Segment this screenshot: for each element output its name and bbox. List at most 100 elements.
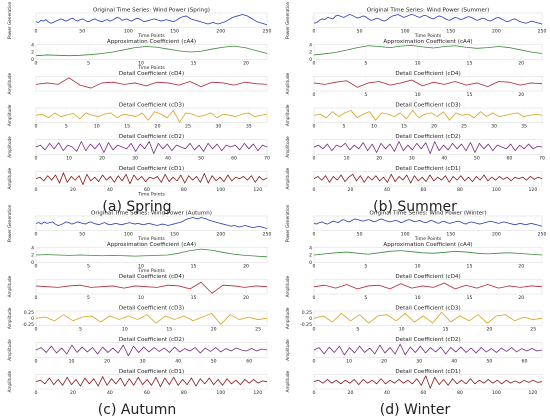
subplot-3-4: Detail Coefficient (cD2) 0 10 20 30 40 50 60 Amp… bbox=[285, 337, 543, 364]
x-tick-label: 20 bbox=[518, 92, 524, 98]
x-tick-label: 80 bbox=[181, 187, 187, 193]
subplot-1-3: Detail Coefficient (cD3) 0 5 10 15 20 25 30 35 Am… bbox=[285, 103, 543, 130]
x-tick-label: 150 bbox=[446, 29, 455, 35]
subplot-1-4: Detail Coefficient (cD2) 0 10 20 30 40 50 60 70 A… bbox=[285, 134, 545, 161]
x-tick-label: 0 bbox=[313, 295, 316, 301]
y-axis-label: Power Generation bbox=[7, 1, 12, 39]
x-tick-label: 30 bbox=[215, 124, 221, 130]
y-tick-label: 0 bbox=[309, 316, 312, 322]
subplot-title: Approximation Coefficient (cA4) bbox=[107, 39, 196, 45]
subplot-title: Detail Coefficient (cD3) bbox=[119, 306, 184, 312]
x-tick-label: 10 bbox=[122, 327, 128, 333]
x-tick-label: 150 bbox=[170, 232, 179, 238]
x-tick-label: 150 bbox=[170, 29, 179, 35]
y-tick-label: -0.25 bbox=[22, 322, 34, 328]
x-tick-label: 0 bbox=[35, 155, 38, 161]
x-tick-label: 5 bbox=[364, 60, 367, 66]
x-tick-label: 80 bbox=[457, 390, 463, 396]
x-tick-label: 200 bbox=[492, 29, 501, 35]
x-tick-label: 5 bbox=[87, 263, 90, 269]
x-tick-label: 15 bbox=[443, 327, 449, 333]
x-tick-label: 250 bbox=[538, 29, 547, 35]
caption-winter: (d) Winter bbox=[380, 402, 451, 418]
x-tick-label: 20 bbox=[70, 187, 76, 193]
plot-frame bbox=[313, 44, 543, 60]
subplot-title: Approximation Coefficient (cA4) bbox=[383, 39, 472, 45]
x-tick-label: 50 bbox=[474, 155, 480, 161]
subplot-1-0: Original Time Series: Wind Power (Summer… bbox=[285, 1, 546, 39]
x-tick-label: 40 bbox=[107, 390, 113, 396]
panel-0: Original Time Series: Wind Power (Spring… bbox=[7, 1, 271, 197]
plot-frame bbox=[35, 215, 268, 231]
y-tick-label: 2 bbox=[309, 50, 312, 56]
x-tick-label: 10 bbox=[138, 295, 144, 301]
x-tick-label: 0 bbox=[35, 29, 38, 35]
x-tick-label: 100 bbox=[216, 187, 225, 193]
x-tick-label: 60 bbox=[506, 155, 512, 161]
y-axis-label: Amplitude bbox=[7, 339, 12, 361]
plot-frame bbox=[313, 107, 543, 123]
x-tick-label: 60 bbox=[246, 358, 252, 364]
x-tick-label: 20 bbox=[381, 358, 387, 364]
y-axis-label: Power Generation bbox=[285, 1, 290, 39]
subplot-title: Original Time Series: Wind Power (Summer… bbox=[367, 8, 490, 14]
x-tick-label: 120 bbox=[253, 390, 262, 396]
x-tick-label: 100 bbox=[492, 187, 501, 193]
y-axis-label: Amplitude bbox=[7, 136, 12, 158]
y-axis-label: Amplitude bbox=[285, 136, 290, 158]
series-line bbox=[313, 250, 543, 256]
subplot-3-2: Detail Coefficient (cD4) 0 5 10 15 20 Amplitud… bbox=[285, 274, 543, 301]
x-axis-label: Time Points bbox=[414, 236, 442, 242]
subplot-1-5: Detail Coefficient (cD1) 0 20 40 60 80 100 120 A… bbox=[285, 166, 543, 193]
subplot-title: Detail Coefficient (cD1) bbox=[119, 166, 184, 172]
y-axis-label: Amplitude bbox=[7, 168, 12, 190]
x-tick-label: 5 bbox=[87, 295, 90, 301]
y-tick-label: 0 bbox=[31, 57, 34, 63]
series-line bbox=[313, 218, 543, 227]
x-tick-label: 35 bbox=[246, 124, 252, 130]
x-axis-label: Time Points bbox=[137, 268, 165, 274]
x-tick-label: 0 bbox=[35, 124, 38, 130]
subplot-1-1: Approximation Coefficient (cA4) 0 5 10 15 20 0… bbox=[309, 39, 543, 66]
x-tick-label: 20 bbox=[104, 358, 110, 364]
y-tick-label: 0 bbox=[309, 260, 312, 266]
x-tick-label: 0 bbox=[313, 124, 316, 130]
subplot-2-1: Approximation Coefficient (cA4) 0 5 10 15 20 0… bbox=[31, 242, 268, 274]
panel-2: Original Time Series: Wind Power (Autumn… bbox=[7, 204, 271, 396]
x-tick-label: 250 bbox=[263, 232, 272, 238]
x-tick-label: 0 bbox=[313, 92, 316, 98]
x-tick-label: 50 bbox=[486, 358, 492, 364]
x-tick-label: 200 bbox=[216, 29, 225, 35]
x-axis-label: Time Points bbox=[414, 33, 442, 39]
subplot-2-3: Detail Coefficient (cD3)0 5 10 15 20 25-0.250… bbox=[7, 306, 268, 333]
y-axis-label: Amplitude bbox=[7, 73, 12, 95]
plot-frame bbox=[35, 44, 268, 60]
x-tick-label: 0 bbox=[35, 187, 38, 193]
y-axis-label: Amplitude bbox=[285, 339, 290, 361]
x-tick-label: 25 bbox=[461, 124, 467, 130]
x-tick-label: 10 bbox=[415, 92, 421, 98]
series-line bbox=[35, 313, 268, 325]
subplot-0-2: Detail Coefficient (cD4) Amplitude bbox=[7, 71, 268, 95]
series-line bbox=[35, 376, 268, 388]
x-tick-label: 10 bbox=[66, 155, 72, 161]
y-tick-label: 4 bbox=[31, 245, 34, 251]
x-tick-label: 15 bbox=[124, 124, 130, 130]
x-tick-label: 20 bbox=[155, 124, 161, 130]
y-axis-label: Amplitude bbox=[7, 307, 12, 329]
series-line bbox=[35, 110, 268, 123]
subplot-title: Detail Coefficient (cD2) bbox=[395, 134, 460, 140]
x-tick-label: 30 bbox=[409, 155, 415, 161]
x-tick-label: 0 bbox=[313, 263, 316, 269]
subplot-3-1: Approximation Coefficient (cA4) 0 5 10 15 20 0… bbox=[309, 242, 543, 269]
subplot-title: Detail Coefficient (cD2) bbox=[119, 134, 184, 140]
subplot-2-4: Detail Coefficient (cD2) 0 10 20 30 40 50 60 Amp… bbox=[7, 337, 268, 364]
series-line bbox=[35, 248, 268, 258]
y-tick-label: 0 bbox=[31, 316, 34, 322]
y-tick-label: 4 bbox=[31, 42, 34, 48]
x-tick-label: 100 bbox=[492, 390, 501, 396]
caption-autumn: (c) Autumn bbox=[98, 402, 176, 418]
x-tick-label: 50 bbox=[211, 358, 217, 364]
subplot-3-0: Original Time Series: Wind Power (Winter… bbox=[285, 204, 546, 242]
